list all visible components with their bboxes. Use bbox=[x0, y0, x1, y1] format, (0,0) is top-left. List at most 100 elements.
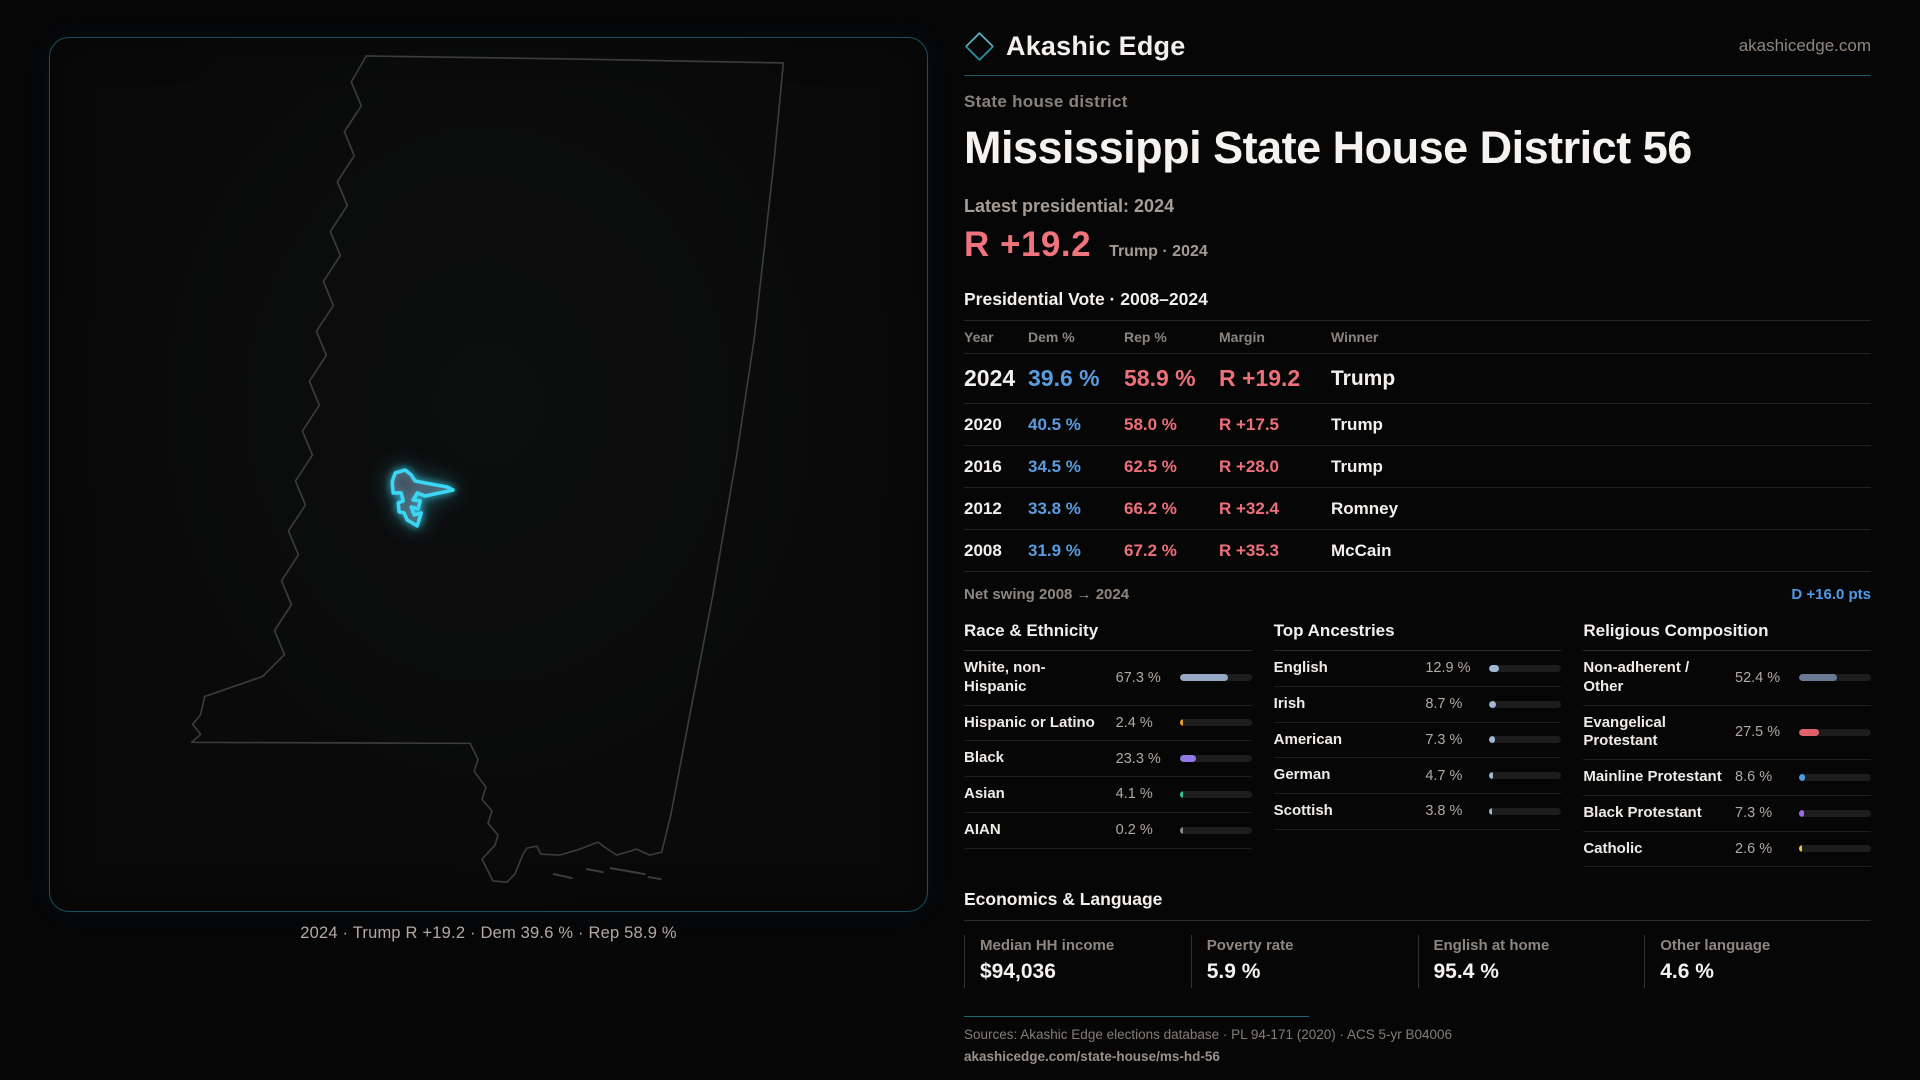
cell-year: 2008 bbox=[964, 540, 1002, 560]
mississippi-map bbox=[190, 55, 785, 883]
diamond-logo-icon bbox=[964, 31, 995, 61]
bar-fill bbox=[1489, 664, 1499, 672]
bar-fill bbox=[1799, 845, 1803, 853]
bar-track bbox=[1799, 809, 1872, 817]
cell-rep: 58.0 % bbox=[1124, 414, 1177, 434]
headline-margin-detail: Trump · 2024 bbox=[1109, 243, 1208, 260]
bar-track bbox=[1799, 773, 1872, 781]
cell-year: 2016 bbox=[964, 456, 1002, 476]
cell-rep: 58.9 % bbox=[1124, 365, 1196, 391]
header-divider bbox=[964, 75, 1871, 76]
detail-panel: Akashic Edge akashicedge.com State house… bbox=[964, 26, 1872, 1066]
cell-winner: McCain bbox=[1331, 540, 1392, 560]
table-row: 2016 34.5 % 62.5 % R +28.0 Trump bbox=[964, 445, 1871, 487]
cell-dem: 31.9 % bbox=[1028, 540, 1081, 560]
cell-winner: Romney bbox=[1331, 498, 1399, 518]
sources-text: Sources: Akashic Edge elections database… bbox=[964, 1027, 1453, 1043]
list-item: Catholic 2.6 % bbox=[1583, 832, 1872, 868]
vote-table-header: Year Dem % Rep % Margin Winner bbox=[964, 321, 1871, 353]
map-caption: 2024 · Trump R +19.2 · Dem 39.6 % · Rep … bbox=[300, 924, 677, 942]
list-item: Scottish 3.8 % bbox=[1273, 794, 1562, 830]
cell-dem: 40.5 % bbox=[1028, 414, 1081, 434]
list-item: Mainline Protestant 8.6 % bbox=[1583, 760, 1872, 796]
list-item: American 7.3 % bbox=[1273, 723, 1562, 759]
permalink[interactable]: akashicedge.com/state-house/ms-hd-56 bbox=[964, 1049, 1220, 1065]
bar-track bbox=[1179, 826, 1252, 834]
panel-title: Race & Ethnicity bbox=[964, 621, 1252, 651]
bar-fill bbox=[1799, 674, 1837, 682]
bar-fill bbox=[1179, 826, 1183, 834]
cell-margin: R +28.0 bbox=[1219, 456, 1280, 476]
bar-track bbox=[1489, 736, 1562, 744]
cell-year: 2012 bbox=[964, 498, 1002, 518]
stat-other-language: Other language 4.6 % bbox=[1644, 935, 1871, 989]
bar-fill bbox=[1799, 809, 1805, 817]
cell-rep: 62.5 % bbox=[1124, 456, 1177, 476]
cell-margin: R +19.2 bbox=[1219, 365, 1301, 391]
cell-rep: 66.2 % bbox=[1124, 498, 1177, 518]
col-winner: Winner bbox=[1331, 329, 1379, 345]
economics-title: Economics & Language bbox=[964, 889, 1871, 922]
list-item: White, non-Hispanic 67.3 % bbox=[964, 651, 1252, 706]
bar-track bbox=[1179, 719, 1252, 727]
col-dem: Dem % bbox=[1028, 329, 1075, 345]
net-swing-value: D +16.0 pts bbox=[1791, 586, 1871, 603]
bar-fill bbox=[1489, 807, 1493, 815]
religion-panel: Religious Composition Non-adherent / Oth… bbox=[1583, 621, 1872, 868]
cell-year: 2020 bbox=[964, 414, 1002, 434]
page-title: Mississippi State House District 56 bbox=[964, 122, 1692, 173]
list-item: Hispanic or Latino 2.4 % bbox=[964, 706, 1252, 742]
cell-winner: Trump bbox=[1331, 414, 1383, 434]
headline-margin-value: R +19.2 bbox=[964, 225, 1092, 264]
list-item: Asian 4.1 % bbox=[964, 777, 1252, 813]
presidential-vote-table: Year Dem % Rep % Margin Winner 2024 39.6… bbox=[964, 320, 1871, 572]
brand-header: Akashic Edge akashicedge.com bbox=[964, 26, 1871, 66]
list-item: AIAN 0.2 % bbox=[964, 813, 1252, 849]
stat-median-income: Median HH income $94,036 bbox=[964, 935, 1191, 989]
bar-fill bbox=[1489, 700, 1496, 708]
cell-dem: 33.8 % bbox=[1028, 498, 1081, 518]
cell-margin: R +17.5 bbox=[1219, 414, 1280, 434]
bar-track bbox=[1489, 807, 1562, 815]
table-row: 2012 33.8 % 66.2 % R +32.4 Romney bbox=[964, 487, 1871, 529]
bar-track bbox=[1799, 728, 1872, 736]
bar-fill bbox=[1489, 772, 1493, 780]
table-row: 2008 31.9 % 67.2 % R +35.3 McCain bbox=[964, 529, 1871, 571]
vote-table-title: Presidential Vote · 2008–2024 bbox=[964, 289, 1208, 309]
panel-title: Religious Composition bbox=[1583, 621, 1872, 651]
brand-domain-link[interactable]: akashicedge.com bbox=[1738, 36, 1871, 55]
net-swing-row: Net swing 2008 → 2024 D +16.0 pts bbox=[964, 586, 1871, 603]
bar-track bbox=[1179, 790, 1252, 798]
bar-track bbox=[1179, 674, 1252, 682]
table-row: 2024 39.6 % 58.9 % R +19.2 Trump bbox=[964, 353, 1871, 403]
footer: Sources: Akashic Edge elections database… bbox=[964, 1016, 1871, 1066]
district-56-shape[interactable] bbox=[390, 468, 455, 528]
list-item: Black Protestant 7.3 % bbox=[1583, 796, 1872, 832]
bar-fill bbox=[1179, 674, 1229, 682]
panel-title: Top Ancestries bbox=[1273, 621, 1562, 651]
race-ethnicity-panel: Race & Ethnicity White, non-Hispanic 67.… bbox=[964, 621, 1252, 867]
cell-margin: R +35.3 bbox=[1219, 540, 1280, 560]
bar-track bbox=[1489, 664, 1562, 672]
bar-track bbox=[1179, 755, 1252, 763]
list-item: German 4.7 % bbox=[1273, 758, 1562, 794]
col-year: Year bbox=[964, 329, 994, 345]
brand-name: Akashic Edge bbox=[1006, 30, 1186, 61]
col-margin: Margin bbox=[1219, 329, 1265, 345]
bar-track bbox=[1799, 674, 1872, 682]
bar-track bbox=[1489, 700, 1562, 708]
cell-dem: 34.5 % bbox=[1028, 456, 1081, 476]
demographics-section: Race & Ethnicity White, non-Hispanic 67.… bbox=[964, 621, 1872, 868]
cell-rep: 67.2 % bbox=[1124, 540, 1177, 560]
ancestries-panel: Top Ancestries English 12.9 % Irish 8.7 … bbox=[1273, 621, 1562, 867]
latest-presidential-label: Latest presidential: 2024 bbox=[964, 196, 1175, 216]
bar-fill bbox=[1179, 719, 1183, 727]
barrier-islands bbox=[552, 867, 662, 881]
bar-fill bbox=[1179, 755, 1197, 763]
list-item: Black 23.3 % bbox=[964, 741, 1252, 777]
bar-fill bbox=[1799, 773, 1806, 781]
list-item: Non-adherent / Other 52.4 % bbox=[1583, 651, 1872, 706]
table-bottom-divider bbox=[964, 571, 1871, 572]
bar-fill bbox=[1489, 736, 1495, 744]
stat-english-at-home: English at home 95.4 % bbox=[1417, 935, 1645, 989]
